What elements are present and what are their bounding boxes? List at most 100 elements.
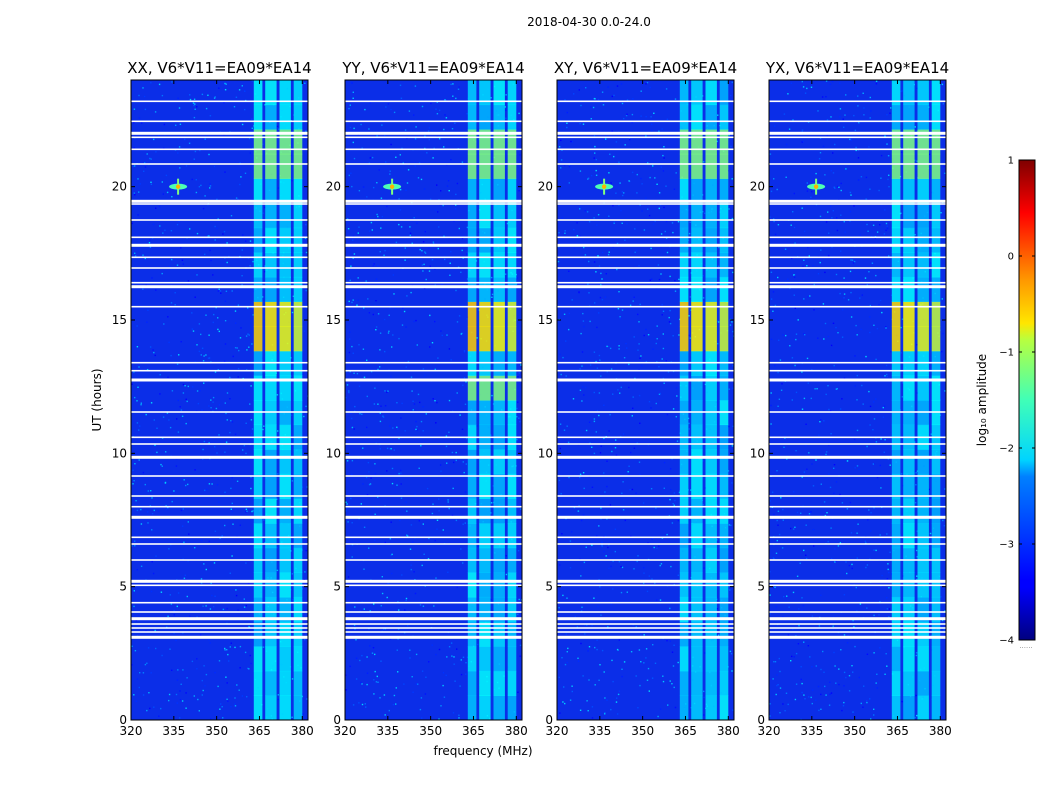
noise-speck — [209, 183, 211, 185]
rfi-band-cell — [891, 523, 901, 549]
noise-speck — [168, 699, 170, 702]
noise-speck — [477, 545, 479, 548]
noise-speck — [571, 685, 573, 687]
noise-speck — [200, 582, 203, 584]
noise-speck — [136, 422, 139, 424]
noise-speck — [428, 127, 431, 129]
noise-speck — [653, 112, 655, 114]
noise-speck — [302, 149, 304, 151]
noise-speck — [205, 605, 207, 607]
noise-speck — [569, 699, 572, 701]
noise-speck — [435, 653, 437, 656]
noise-speck — [661, 314, 663, 316]
noise-speck — [146, 369, 149, 371]
noise-speck — [666, 251, 669, 254]
noise-speck — [177, 152, 179, 154]
noise-speck — [168, 419, 170, 421]
noise-speck — [773, 587, 775, 589]
noise-speck — [626, 113, 628, 116]
flagged-row — [131, 505, 308, 508]
noise-speck — [594, 684, 596, 686]
noise-speck — [862, 92, 864, 94]
noise-speck — [803, 641, 805, 643]
flagged-row — [345, 455, 522, 459]
y-tick-label: 10 — [112, 446, 127, 460]
noise-speck — [916, 160, 918, 162]
noise-speck — [397, 428, 399, 430]
noise-speck — [224, 649, 226, 651]
noise-speck — [811, 666, 813, 668]
noise-speck — [410, 568, 412, 571]
noise-speck — [132, 469, 134, 471]
noise-speck — [426, 152, 428, 154]
noise-speck — [518, 112, 520, 115]
x-tick-label: 380 — [929, 724, 952, 738]
flagged-row — [557, 617, 734, 621]
noise-speck — [192, 330, 195, 332]
noise-speck — [395, 687, 397, 689]
noise-speck — [218, 434, 220, 436]
noise-speck — [350, 497, 352, 500]
rfi-band-cell — [293, 227, 303, 253]
noise-speck — [151, 513, 154, 515]
noise-speck — [792, 119, 794, 121]
noise-speck — [437, 247, 439, 250]
rfi-band-cell — [891, 301, 901, 327]
noise-speck — [226, 242, 228, 244]
noise-speck — [277, 187, 280, 189]
noise-speck — [561, 657, 563, 659]
rfi-band-cell — [467, 153, 477, 179]
noise-speck — [171, 500, 173, 503]
noise-speck — [559, 423, 562, 425]
noise-speck — [377, 403, 379, 405]
noise-speck — [166, 191, 169, 194]
noise-speck — [828, 444, 830, 446]
x-axis-label: frequency (MHz) — [433, 744, 532, 758]
noise-speck — [153, 706, 155, 708]
noise-speck — [202, 207, 205, 210]
noise-speck — [505, 555, 507, 557]
noise-speck — [631, 488, 634, 491]
noise-speck — [870, 110, 872, 112]
rfi-band-cell — [265, 695, 277, 720]
noise-speck — [666, 118, 669, 120]
noise-speck — [210, 259, 212, 262]
noise-speck — [384, 714, 386, 716]
noise-speck — [373, 679, 375, 681]
noise-speck — [825, 96, 827, 98]
noise-speck — [668, 316, 670, 319]
x-tick-label: 350 — [843, 724, 866, 738]
noise-speck — [245, 605, 247, 607]
noise-speck — [366, 196, 368, 198]
noise-speck — [914, 159, 916, 162]
noise-speck — [207, 94, 209, 96]
noise-speck — [405, 597, 408, 600]
rfi-band-cell — [479, 695, 491, 720]
noise-speck — [389, 425, 391, 427]
noise-speck — [356, 372, 359, 375]
noise-speck — [505, 573, 508, 576]
rfi-band-cell — [493, 153, 505, 179]
noise-speck — [436, 101, 438, 103]
noise-speck — [198, 186, 201, 188]
noise-speck — [180, 247, 182, 249]
noise-speck — [702, 161, 705, 163]
noise-speck — [819, 152, 822, 154]
noise-speck — [366, 656, 368, 658]
noise-speck — [175, 639, 177, 642]
noise-speck — [564, 232, 566, 234]
rfi-band-cell — [265, 498, 277, 524]
rfi-band-cell — [903, 473, 915, 499]
noise-speck — [184, 385, 186, 387]
noise-speck — [610, 368, 613, 370]
rfi-band-cell — [891, 227, 901, 253]
flagged-row — [345, 631, 522, 633]
noise-speck — [420, 420, 423, 423]
noise-speck — [163, 323, 165, 325]
noise-speck — [900, 473, 903, 475]
y-tick-label: 15 — [750, 313, 765, 327]
noise-speck — [876, 327, 879, 330]
noise-speck — [244, 90, 246, 92]
noise-speck — [155, 151, 157, 153]
noise-speck — [794, 698, 797, 701]
